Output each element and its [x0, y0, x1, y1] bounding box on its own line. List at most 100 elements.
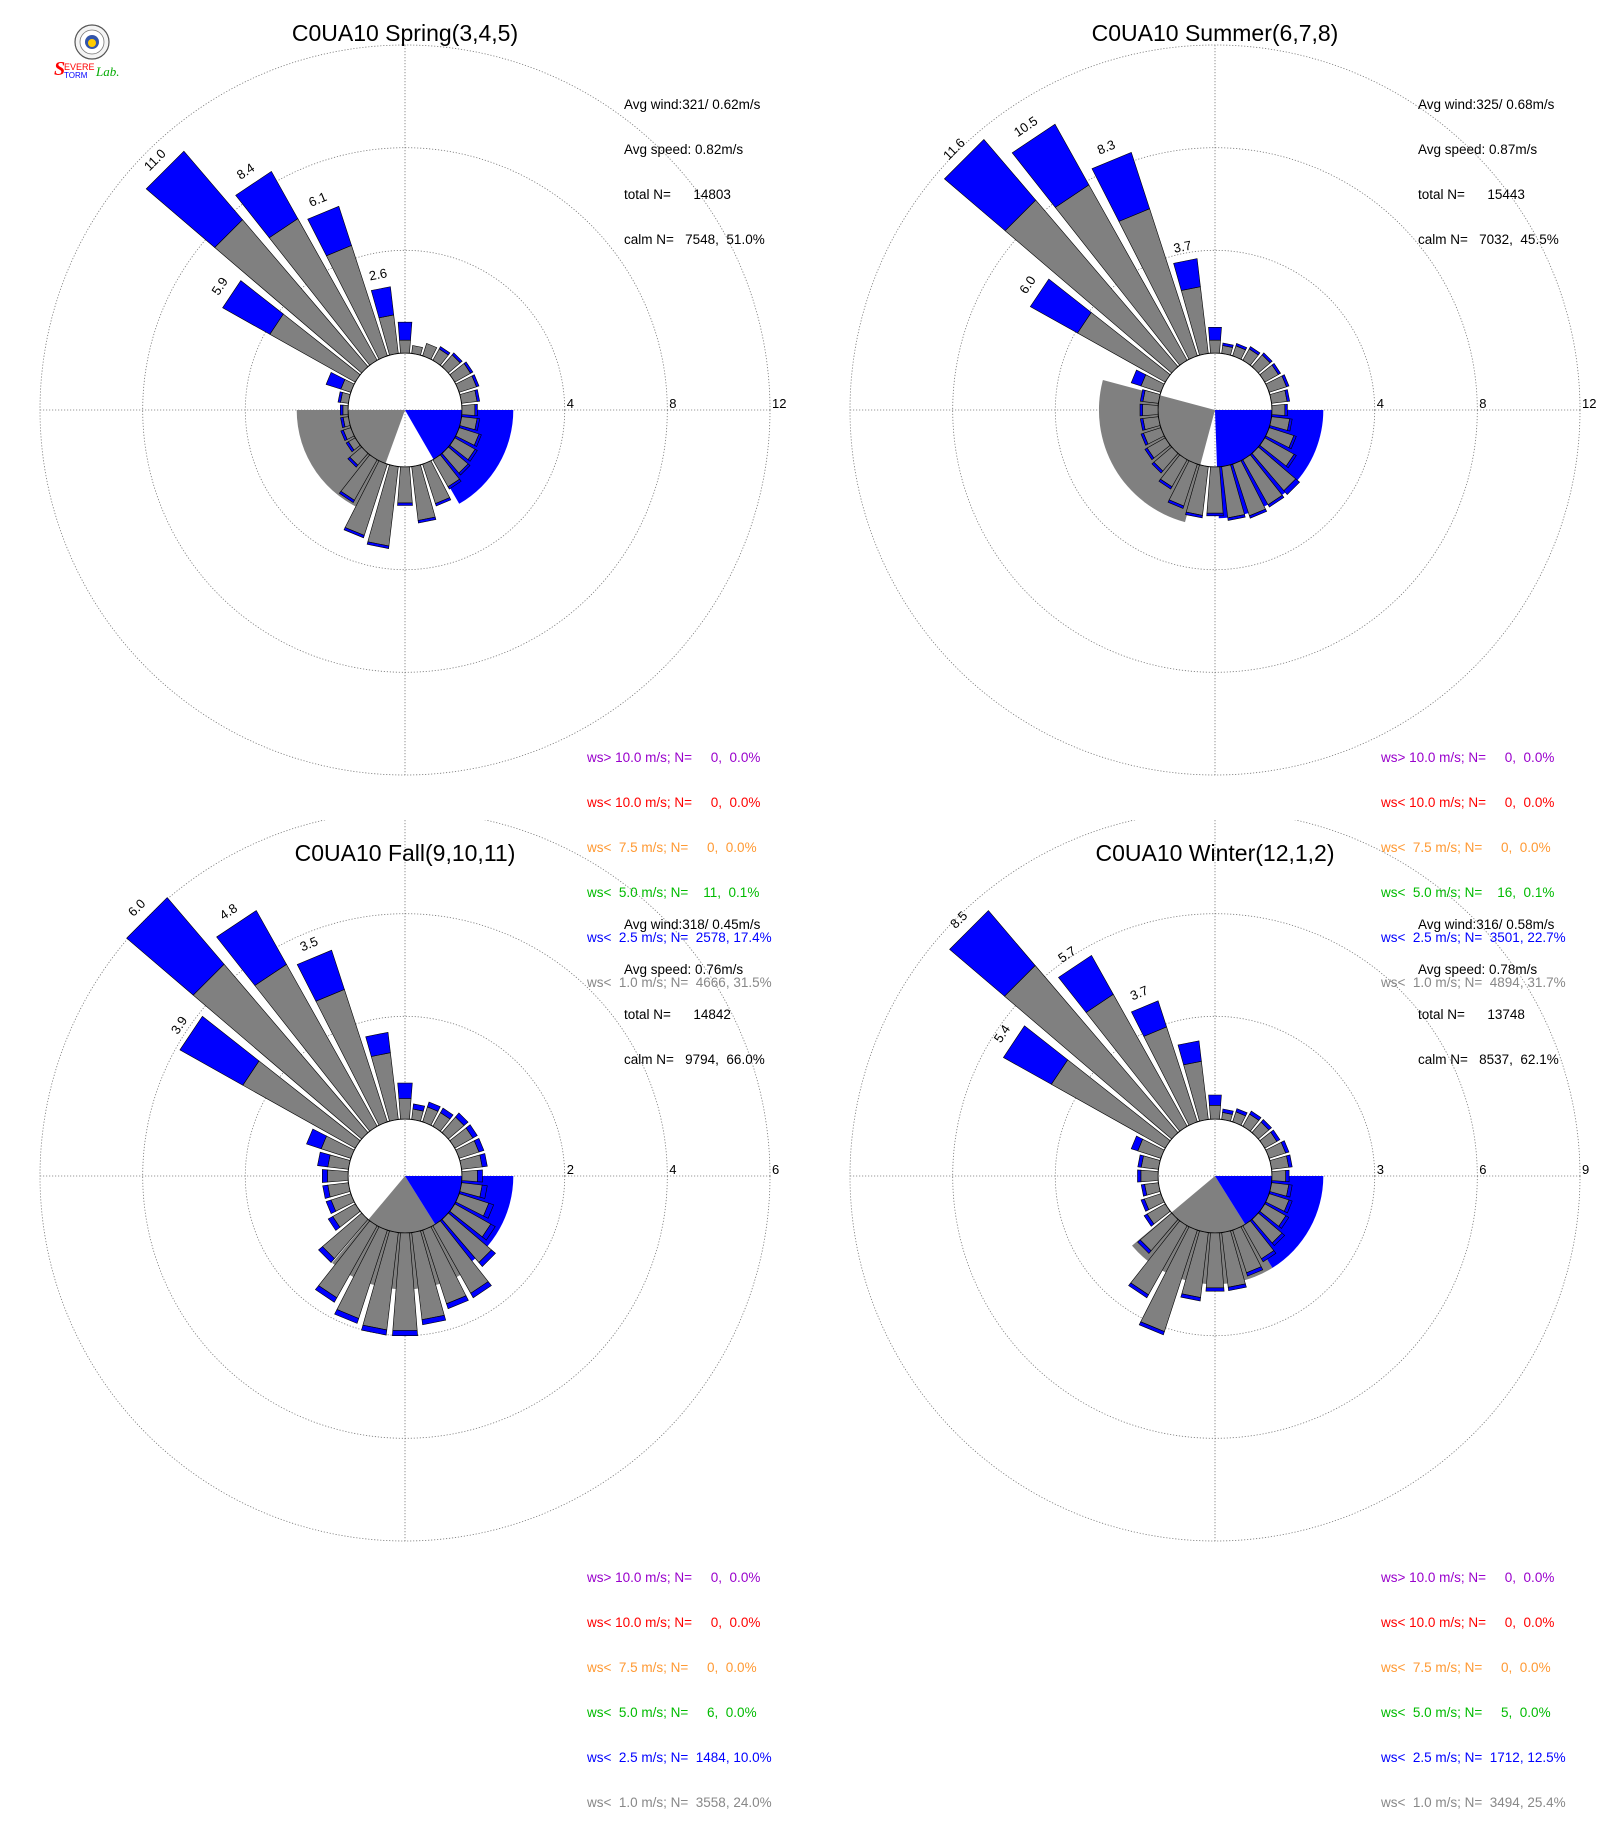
bar-speed-67.5 — [473, 1137, 485, 1153]
bar-speed-236.25 — [345, 441, 355, 453]
bar-speed-101.25 — [474, 418, 481, 431]
bar-speed-270 — [1137, 1169, 1142, 1183]
bar-speed-78.75 — [479, 1153, 488, 1168]
bar-speed-292.5 — [1130, 369, 1147, 387]
legend-ws-lt-7-5: ws< 7.5 m/s; N= 0, 0.0% — [1381, 840, 1551, 855]
bar-speed-225 — [318, 1246, 335, 1263]
bar-speed-11.25 — [1222, 1108, 1234, 1115]
bar-speed-78.75 — [1284, 389, 1291, 402]
bar-calm-0 — [1209, 339, 1221, 354]
bar-speed-56.25 — [1270, 1129, 1281, 1142]
bar-speed-146.25 — [470, 1281, 492, 1299]
bar-speed-270 — [1139, 403, 1143, 417]
stats-block: Avg wind:325/ 0.68m/s Avg speed: 0.87m/s… — [1418, 67, 1559, 277]
bar-speed-258.75 — [322, 1184, 331, 1199]
legend-ws-lt-2-5: ws< 2.5 m/s; N= 3501, 22.7% — [1381, 930, 1566, 945]
bar-value-label: 3.7 — [1128, 983, 1150, 1004]
wind-rose-figure: 4 8 12 11.0 8.4 6.1 2.6 5.9 C0UA10 Spring(3,4,5… — [39, 20, 1596, 1810]
ring-2 — [244, 1015, 566, 1337]
bar-speed-112.5 — [1283, 1199, 1293, 1214]
bar-calm-281.25 — [1142, 389, 1161, 404]
speed-legend: ws> 10.0 m/s; N= 0, 0.0% ws< 10.0 m/s; N… — [587, 720, 772, 1020]
bar-calm-90 — [461, 1169, 478, 1183]
bar-speed-146.25 — [1261, 1250, 1277, 1263]
avg-speed: Avg speed: 0.76m/s — [624, 962, 744, 977]
bar-value-label: 6.1 — [306, 189, 328, 210]
bar-speed-337.5 — [307, 205, 352, 257]
bar-speed-112.5 — [483, 1202, 495, 1219]
svg-text:S: S — [54, 58, 65, 80]
bar-speed-157.5 — [1249, 508, 1268, 519]
bar-speed-11.25 — [412, 1103, 426, 1112]
bar-value-label: 5.7 — [1055, 943, 1078, 966]
bar-speed-22.5 — [1235, 1108, 1248, 1117]
bar-calm-180 — [397, 466, 413, 504]
bar-speed-337.5 — [296, 949, 345, 1002]
bar-speed-101.25 — [1287, 418, 1293, 432]
bar-speed-292.5 — [1130, 1135, 1143, 1152]
bar-speed-135 — [1271, 1232, 1286, 1247]
bar-speed-67.5 — [471, 374, 480, 388]
bar-speed-247.5 — [340, 429, 348, 442]
bar-speed-337.5 — [1091, 151, 1150, 222]
bar-speed-22.5 — [427, 1101, 441, 1112]
wind-rose-spring: 4 8 12 11.0 8.4 6.1 2.6 5.9 — [39, 44, 786, 776]
avg-wind: Avg wind:321/ 0.62m/s — [624, 97, 761, 112]
bar-speed-168.75 — [1227, 1283, 1247, 1292]
bar-calm-22.5 — [422, 342, 438, 360]
bar-speed-247.5 — [325, 1199, 337, 1215]
bar-speed-157.5 — [446, 1295, 469, 1310]
legend-ws-lt-1: ws< 1.0 m/s; N= 3558, 24.0% — [587, 1795, 772, 1810]
legend-ws-lt-5: ws< 5.0 m/s; N= 6, 0.0% — [587, 1705, 757, 1720]
bar-speed-168.75 — [1227, 514, 1246, 521]
bar-speed-236.25 — [327, 1216, 341, 1231]
avg-wind: Avg wind:318/ 0.45m/s — [624, 917, 761, 932]
legend-ws-lt-2-5: ws< 2.5 m/s; N= 2578, 17.4% — [587, 930, 772, 945]
bar-speed-191.25 — [361, 1324, 388, 1336]
ring-label: 4 — [1377, 396, 1384, 411]
bar-speed-225 — [1137, 1239, 1152, 1254]
bar-calm-78.75 — [459, 389, 478, 404]
ring-4 — [244, 249, 566, 571]
legend-ws-lt-10: ws< 10.0 m/s; N= 0, 0.0% — [1381, 1615, 1555, 1630]
bar-speed-90 — [477, 1169, 483, 1183]
bar-speed-78.75 — [474, 389, 481, 402]
bar-speed-135 — [1283, 478, 1301, 496]
bar-calm-0 — [399, 339, 411, 354]
chart-title: C0UA10 Fall(9,10,11) — [294, 840, 516, 866]
bar-value-label: 2.6 — [368, 265, 389, 283]
bar-speed-270 — [339, 404, 344, 416]
bar-value-label: 3.9 — [168, 1013, 191, 1036]
bar-speed-180 — [1206, 512, 1224, 517]
bar-speed-56.25 — [463, 361, 474, 374]
bar-speed-11.25 — [1222, 342, 1234, 348]
legend-ws-gt-10: ws> 10.0 m/s; N= 0, 0.0% — [587, 750, 761, 765]
bar-speed-123.75 — [1278, 1215, 1290, 1229]
speed-legend: ws> 10.0 m/s; N= 0, 0.0% ws< 10.0 m/s; N… — [1381, 720, 1566, 1020]
ring-label: 8 — [1479, 396, 1486, 411]
ring-label: 12 — [772, 396, 786, 411]
speed-legend: ws> 10.0 m/s; N= 0, 0.0% ws< 10.0 m/s; N… — [1381, 1540, 1566, 1840]
bar-speed-213.75 — [338, 490, 355, 504]
avg-speed: Avg speed: 0.87m/s — [1418, 142, 1538, 157]
bar-calm-281.25 — [1140, 1155, 1161, 1170]
total-n: total N= 14842 — [624, 1007, 731, 1022]
bar-speed-202.5 — [1138, 1321, 1165, 1336]
ring-label: 4 — [669, 1162, 676, 1177]
stats-block: Avg wind:316/ 0.58m/s Avg speed: 0.78m/s… — [1418, 887, 1559, 1097]
bar-speed-168.75 — [421, 1314, 447, 1326]
bar-speed-56.25 — [465, 1124, 478, 1139]
bar-value-label: 6.0 — [125, 896, 148, 919]
bar-speed-135 — [458, 463, 471, 476]
wind-rose-summer: 4 8 12 11.6 10.5 8.3 3.7 6.0 — [849, 44, 1596, 776]
bar-speed-303.75 — [179, 1015, 260, 1086]
bar-speed-101.25 — [479, 1184, 488, 1199]
bar-value-label: 8.5 — [947, 908, 970, 931]
bar-value-label: 8.3 — [1095, 137, 1117, 158]
bar-speed-213.75 — [314, 1285, 338, 1303]
ring-4 — [1054, 249, 1376, 571]
bar-speed-348.75 — [370, 286, 395, 319]
bar-speed-315 — [943, 138, 1037, 232]
bar-speed-326.25 — [216, 910, 287, 986]
svg-text:TORM: TORM — [64, 71, 88, 80]
